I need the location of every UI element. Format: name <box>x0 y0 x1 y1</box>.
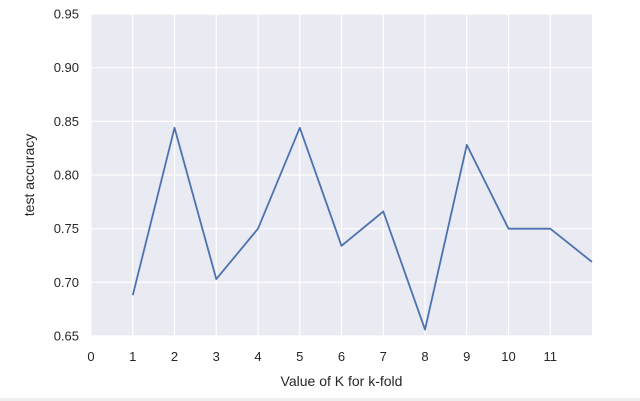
y-tick-label: 0.95 <box>54 7 79 22</box>
y-tick-label: 0.75 <box>54 221 79 236</box>
y-tick-label: 0.70 <box>54 275 79 290</box>
x-axis-ticks: 0 1 2 3 4 5 6 7 8 9 10 11 <box>87 349 557 364</box>
y-tick-label: 0.65 <box>54 329 79 344</box>
x-tick-label: 2 <box>171 349 178 364</box>
x-tick-label: 11 <box>544 349 558 364</box>
x-tick-label: 8 <box>421 349 428 364</box>
series-line <box>131 126 593 331</box>
x-tick-label: 10 <box>501 349 515 364</box>
x-tick-label: 0 <box>87 349 94 364</box>
bottom-divider <box>0 398 640 401</box>
y-tick-label: 0.80 <box>54 168 79 183</box>
grid-lines <box>90 13 592 337</box>
series-layer <box>131 126 593 331</box>
x-tick-label: 7 <box>380 349 387 364</box>
y-tick-label: 0.85 <box>54 114 79 129</box>
y-axis-ticks: 0.65 0.70 0.75 0.80 0.85 0.90 0.95 <box>54 7 79 344</box>
x-tick-label: 1 <box>129 349 136 364</box>
x-axis-label: Value of K for k-fold <box>281 373 403 389</box>
x-tick-label: 5 <box>296 349 303 364</box>
y-axis-label: test accuracy <box>21 134 37 216</box>
x-tick-label: 6 <box>338 349 345 364</box>
x-tick-label: 3 <box>213 349 220 364</box>
x-tick-label: 9 <box>463 349 470 364</box>
y-tick-label: 0.90 <box>54 60 79 75</box>
x-tick-label: 4 <box>254 349 261 364</box>
